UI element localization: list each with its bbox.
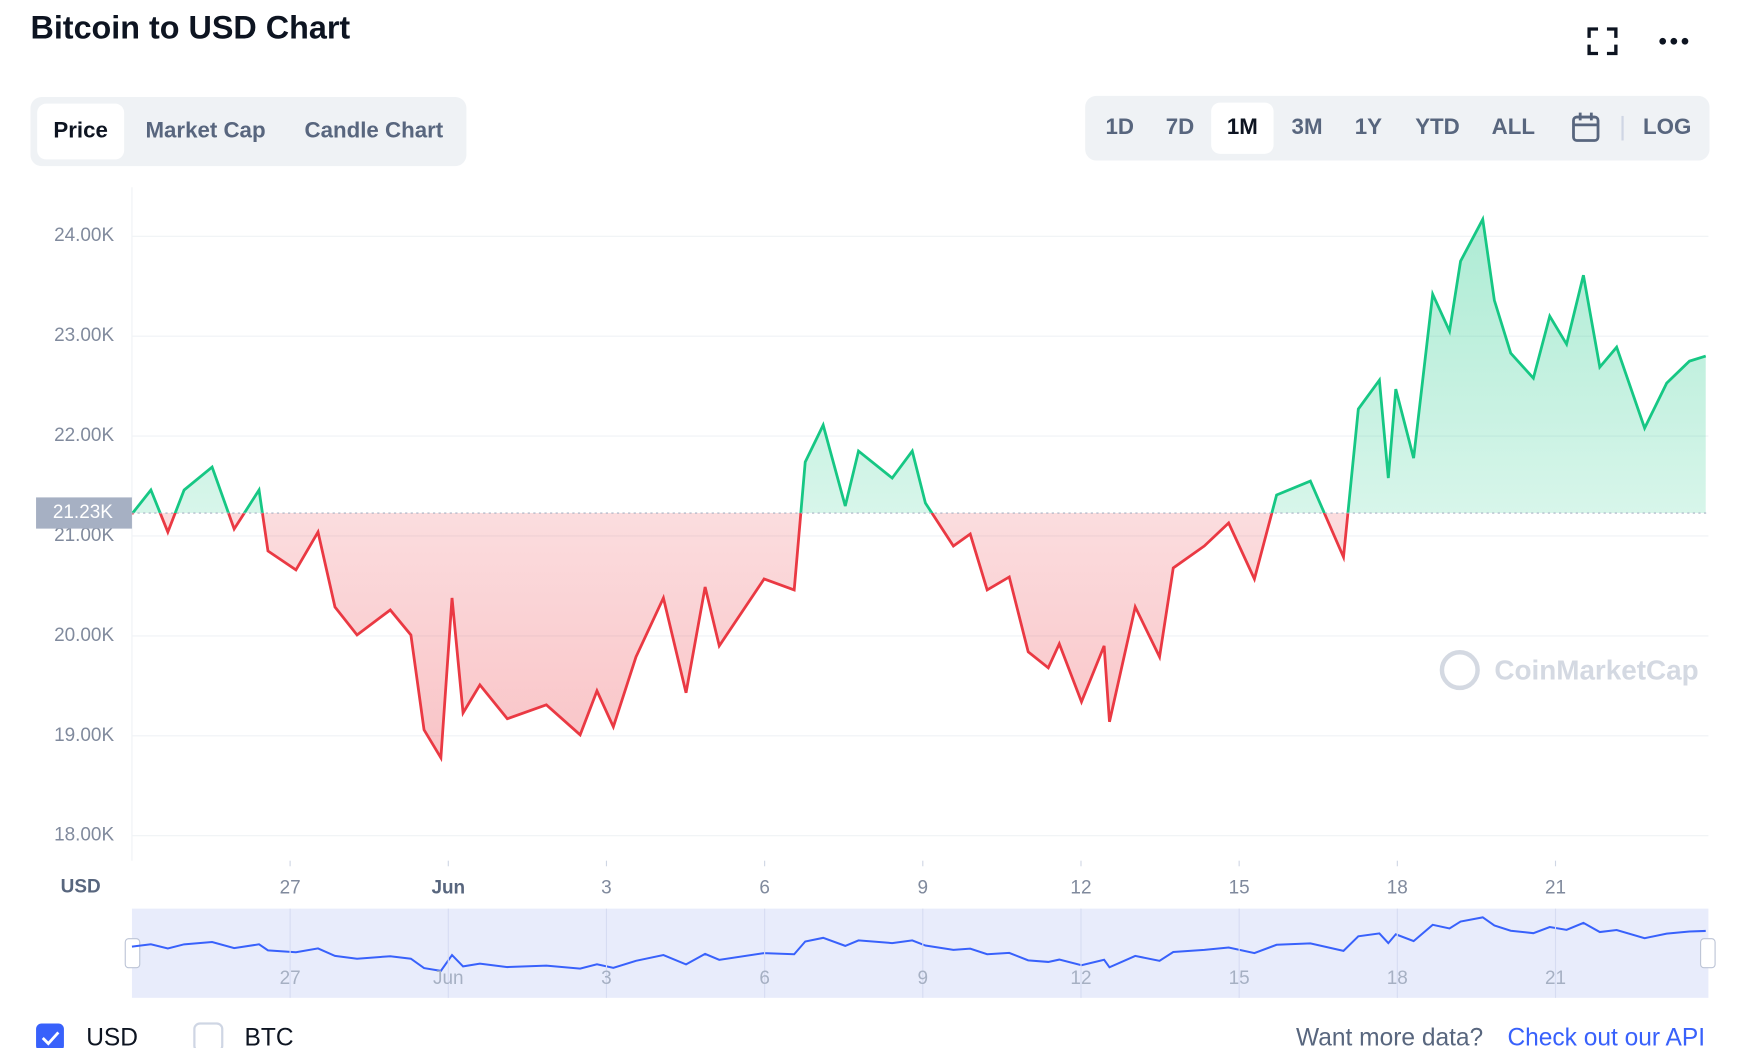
x-tick-label: 6: [759, 878, 770, 899]
range-button[interactable]: 1D: [1105, 114, 1133, 139]
navigator-tick-label: 27: [280, 968, 301, 989]
navigator-tick-label: 21: [1545, 968, 1566, 989]
y-tick-label: 18.00K: [54, 825, 114, 846]
navigator-tick-label: Jun: [433, 968, 464, 989]
navigator-line: [131, 916, 1706, 972]
fullscreen-icon[interactable]: [1587, 27, 1618, 56]
range-button[interactable]: YTD: [1415, 114, 1460, 139]
check-mark: [41, 1031, 60, 1046]
range-active-bg: [1211, 102, 1274, 154]
x-tick-label: 27: [280, 878, 301, 899]
navigator-tick-label: 15: [1229, 968, 1250, 989]
y-tick-label: 23.00K: [54, 325, 114, 346]
x-tick-label: 21: [1545, 878, 1566, 899]
y-tick-label: 22.00K: [54, 425, 114, 446]
navigator-tick-label: 3: [601, 968, 612, 989]
watermark: CoinMarketCap: [1494, 655, 1698, 686]
range-button[interactable]: 7D: [1166, 114, 1194, 139]
tab-active-bg: [37, 103, 125, 160]
currency-option[interactable]: USD: [86, 1025, 138, 1048]
price-line-up: [131, 214, 1707, 514]
range-button[interactable]: ALL: [1492, 114, 1535, 139]
navigator-tick-label: 6: [759, 968, 770, 989]
more-data-text: Want more data?: [1296, 1025, 1483, 1048]
tab[interactable]: Market Cap: [145, 117, 265, 142]
tab-bar: [30, 96, 467, 167]
navigator[interactable]: [131, 908, 1709, 998]
price-badge-label: 21.23K: [53, 502, 113, 523]
x-tick-label: 3: [601, 878, 612, 899]
navigator-tick-label: 9: [918, 968, 929, 989]
x-tick-label: 18: [1387, 878, 1408, 899]
tab[interactable]: Price: [53, 117, 108, 142]
range-button[interactable]: 1Y: [1355, 114, 1382, 139]
watermark-logo: [1439, 649, 1480, 691]
currency-option[interactable]: BTC: [245, 1025, 294, 1048]
x-tick-label: Jun: [431, 878, 465, 899]
x-tick-label: 15: [1229, 878, 1250, 899]
navigator-handle[interactable]: [124, 938, 141, 969]
calendar-icon[interactable]: [1572, 112, 1600, 142]
price-line-down: [131, 513, 1350, 763]
navigator-tick-label: 12: [1070, 968, 1091, 989]
area-up: [131, 219, 1706, 514]
api-link[interactable]: Check out our API: [1507, 1025, 1705, 1048]
range-button[interactable]: 3M: [1292, 114, 1323, 139]
range-button[interactable]: 1M: [1227, 114, 1258, 139]
x-tick-label: 12: [1070, 878, 1091, 899]
more-icon[interactable]: [1659, 37, 1689, 45]
price-badge: [36, 497, 132, 529]
log-button[interactable]: LOG: [1643, 114, 1691, 139]
tab[interactable]: Candle Chart: [305, 117, 444, 142]
page-title: Bitcoin to USD Chart: [30, 10, 350, 46]
x-tick-label: 9: [918, 878, 929, 899]
navigator-handle[interactable]: [1700, 938, 1716, 969]
y-tick-label: 21.00K: [54, 525, 114, 546]
y-tick-label: 24.00K: [54, 225, 114, 246]
checkbox-checked[interactable]: [36, 1023, 64, 1048]
checkbox[interactable]: [193, 1022, 224, 1048]
navigator-tick-label: 18: [1387, 968, 1408, 989]
area-down: [131, 513, 1348, 758]
y-tick-label: 19.00K: [54, 725, 114, 746]
y-axis-label: USD: [61, 876, 101, 897]
y-tick-label: 20.00K: [54, 625, 114, 646]
